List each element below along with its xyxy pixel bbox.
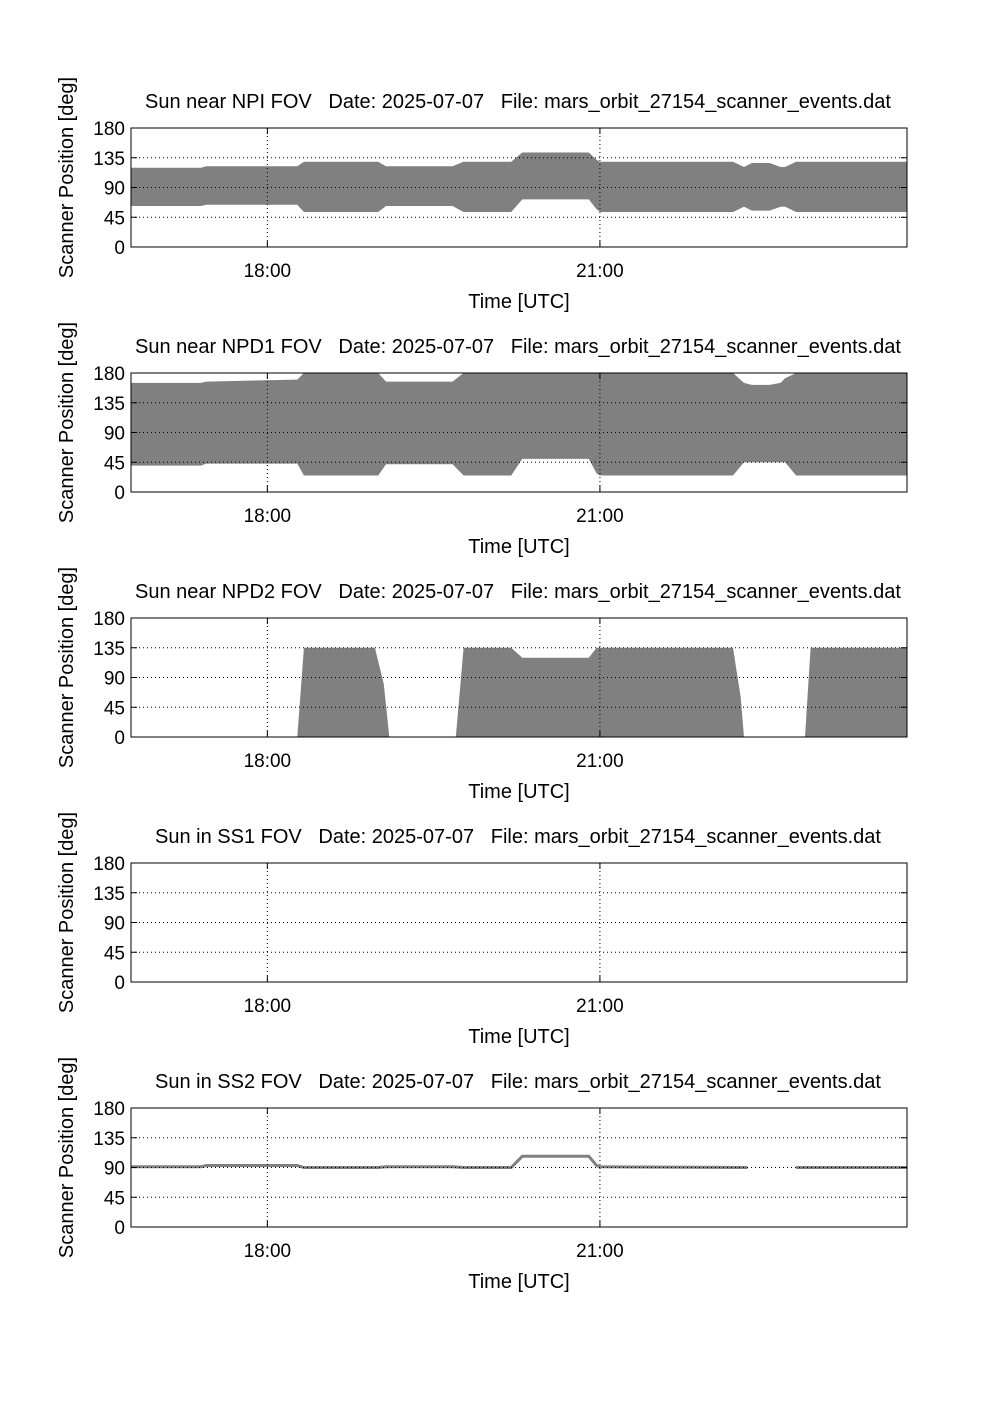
npd1-xtick-label: 21:00 — [576, 506, 624, 527]
chart-ss1: 0 45 90 135 180 18:00 21:00 Sun in SS1 FOV Date… — [56, 812, 908, 1048]
npd2-band-0 — [297, 647, 390, 737]
ss1-ytick-label: 180 — [93, 854, 125, 875]
npi-ytick-label: 0 — [114, 238, 125, 259]
ss1-ytick-label: 90 — [104, 914, 125, 935]
npd1-y-axis-label: Scanner Position [deg] — [56, 322, 78, 523]
npd1-band-0 — [131, 373, 907, 476]
npd2-chart-title: Sun near NPD2 FOV Date: 2025-07-07 File:… — [135, 581, 901, 603]
ss2-y-axis-label: Scanner Position [deg] — [56, 1057, 78, 1258]
npd2-ytick-label: 0 — [114, 728, 125, 749]
npd2-band-1 — [455, 647, 744, 737]
npd2-ytick-label: 45 — [104, 698, 125, 719]
npd2-y-axis-label: Scanner Position [deg] — [56, 567, 78, 768]
ss2-ytick-label: 0 — [114, 1218, 125, 1239]
npi-chart-title: Sun near NPI FOV Date: 2025-07-07 File: … — [145, 91, 891, 113]
ss2-xtick-label: 21:00 — [576, 1241, 624, 1262]
chart-npd1: 0 45 90 135 180 18:00 21:00 Sun near NPD1 FOV D… — [56, 322, 908, 558]
ss1-y-axis-label: Scanner Position [deg] — [56, 812, 78, 1013]
npi-ytick-label: 90 — [104, 179, 125, 200]
chart-npi: 0 45 90 135 180 18:00 21:00 Sun near NPI FOV Da… — [56, 77, 908, 313]
ss2-ytick-label: 90 — [104, 1159, 125, 1180]
npd2-x-axis-label: Time [UTC] — [468, 781, 569, 803]
npi-xtick-label: 21:00 — [576, 261, 624, 282]
npd1-ytick-label: 135 — [93, 394, 125, 415]
npd2-ytick-label: 180 — [93, 609, 125, 630]
npi-y-axis-label: Scanner Position [deg] — [56, 77, 78, 278]
npi-x-axis-label: Time [UTC] — [468, 291, 569, 313]
ss2-ytick-label: 45 — [104, 1188, 125, 1209]
npi-ytick-label: 45 — [104, 208, 125, 229]
npd2-ytick-label: 90 — [104, 669, 125, 690]
npd1-ytick-label: 45 — [104, 453, 125, 474]
ss2-ytick-label: 180 — [93, 1099, 125, 1120]
npd1-ytick-label: 90 — [104, 424, 125, 445]
npd2-ytick-label: 135 — [93, 639, 125, 660]
npd1-ytick-label: 0 — [114, 483, 125, 504]
ss1-ytick-label: 45 — [104, 943, 125, 964]
ss2-chart-title: Sun in SS2 FOV Date: 2025-07-07 File: ma… — [155, 1071, 881, 1093]
npd2-xtick-label: 21:00 — [576, 751, 624, 772]
ss2-ytick-label: 135 — [93, 1129, 125, 1150]
npd1-x-axis-label: Time [UTC] — [468, 536, 569, 558]
npi-xtick-label: 18:00 — [244, 261, 292, 282]
npi-band-0 — [131, 152, 907, 212]
ss1-chart-title: Sun in SS1 FOV Date: 2025-07-07 File: ma… — [155, 826, 881, 848]
ss2-xtick-label: 18:00 — [244, 1241, 292, 1262]
npd2-band-2 — [805, 647, 907, 737]
ss1-x-axis-label: Time [UTC] — [468, 1026, 569, 1048]
ss1-xtick-label: 21:00 — [576, 996, 624, 1017]
npd1-chart-title: Sun near NPD1 FOV Date: 2025-07-07 File:… — [135, 336, 901, 358]
chart-npd2: 0 45 90 135 180 18:00 21:00 Sun near NPD2 FOV D… — [56, 567, 908, 803]
ss1-ytick-label: 0 — [114, 973, 125, 994]
npi-ytick-label: 135 — [93, 149, 125, 170]
ss1-xtick-label: 18:00 — [244, 996, 292, 1017]
chart-ss2: 0 45 90 135 180 18:00 21:00 Sun in SS2 FOV Date… — [56, 1057, 908, 1293]
npd2-xtick-label: 18:00 — [244, 751, 292, 772]
npd1-xtick-label: 18:00 — [244, 506, 292, 527]
npd1-ytick-label: 180 — [93, 364, 125, 385]
npi-ytick-label: 180 — [93, 119, 125, 140]
ss1-ytick-label: 135 — [93, 884, 125, 905]
ss2-x-axis-label: Time [UTC] — [468, 1271, 569, 1293]
ss2-series-line-0 — [131, 1154, 748, 1169]
